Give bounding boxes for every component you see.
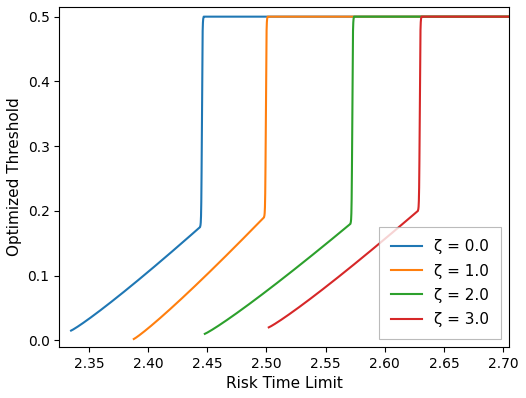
ζ = 1.0 — [171, 303, 177, 308]
ζ = 0.0 — [108, 300, 114, 304]
ζ = 3.0 — [470, 14, 477, 19]
ζ = 1.0 — [130, 337, 137, 341]
ζ = 0.0 — [77, 323, 83, 328]
ζ = 1.0 — [265, 14, 271, 19]
ζ = 1.0 — [506, 14, 512, 19]
ζ = 0.0 — [506, 14, 512, 19]
ζ = 2.0 — [201, 332, 208, 336]
ζ = 0.0 — [436, 14, 442, 19]
ζ = 3.0 — [312, 293, 318, 298]
ζ = 1.0 — [189, 287, 195, 291]
ζ = 0.0 — [68, 328, 74, 333]
ζ = 2.0 — [506, 14, 512, 19]
ζ = 3.0 — [281, 316, 287, 320]
ζ = 2.0 — [442, 14, 449, 19]
ζ = 3.0 — [332, 277, 338, 282]
Y-axis label: Optimized Threshold: Optimized Threshold — [7, 98, 22, 256]
ζ = 2.0 — [247, 301, 254, 306]
ζ = 3.0 — [276, 319, 282, 324]
ζ = 0.0 — [125, 286, 132, 291]
ζ = 1.0 — [144, 327, 150, 332]
X-axis label: Risk Time Limit: Risk Time Limit — [226, 376, 342, 391]
ζ = 3.0 — [506, 14, 512, 19]
ζ = 3.0 — [485, 14, 492, 19]
ζ = 3.0 — [418, 14, 424, 19]
ζ = 2.0 — [351, 14, 357, 19]
Legend: ζ = 0.0, ζ = 1.0, ζ = 2.0, ζ = 3.0: ζ = 0.0, ζ = 1.0, ζ = 2.0, ζ = 3.0 — [379, 227, 501, 339]
ζ = 1.0 — [450, 14, 457, 19]
Line: ζ = 3.0: ζ = 3.0 — [269, 17, 509, 328]
ζ = 2.0 — [216, 323, 222, 328]
ζ = 1.0 — [139, 330, 146, 335]
ζ = 2.0 — [211, 326, 218, 331]
Line: ζ = 1.0: ζ = 1.0 — [134, 17, 509, 339]
ζ = 0.0 — [200, 14, 207, 19]
ζ = 2.0 — [470, 14, 477, 19]
Line: ζ = 2.0: ζ = 2.0 — [205, 17, 509, 334]
ζ = 2.0 — [267, 286, 273, 291]
ζ = 0.0 — [381, 14, 387, 19]
ζ = 3.0 — [266, 325, 272, 330]
ζ = 1.0 — [407, 14, 413, 19]
ζ = 0.0 — [81, 320, 87, 325]
Line: ζ = 0.0: ζ = 0.0 — [71, 17, 509, 331]
